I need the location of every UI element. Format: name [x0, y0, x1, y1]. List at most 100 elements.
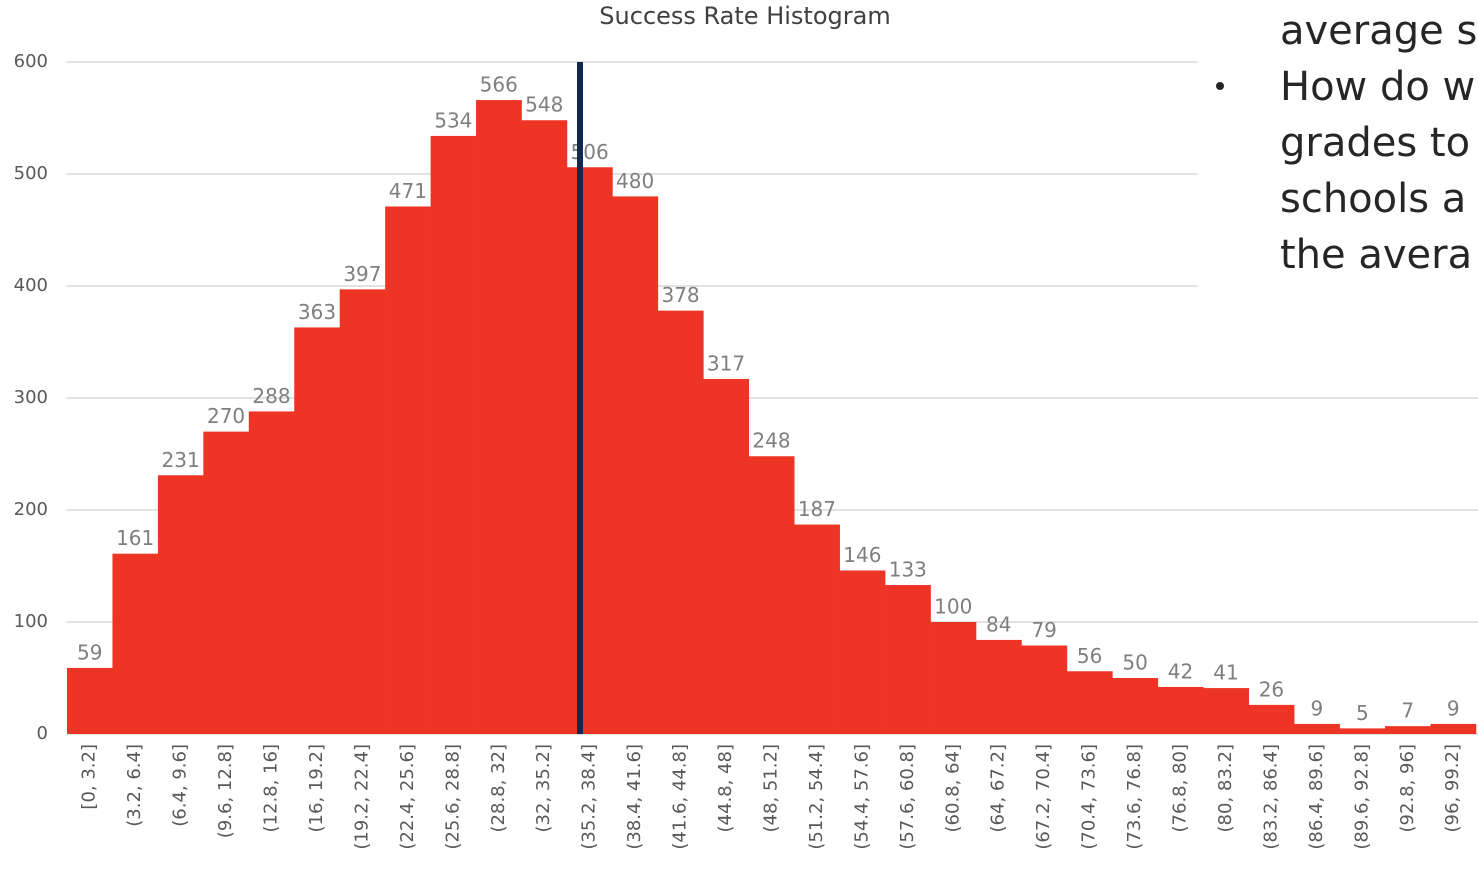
bar [703, 378, 750, 734]
bars: 59[0, 3.2]161(3.2, 6.4]231(6.4, 9.6]270(… [67, 73, 1477, 850]
data-label: 84 [986, 612, 1011, 636]
data-label: 42 [1168, 659, 1193, 683]
side-line: schools a [1280, 176, 1466, 222]
data-label: 471 [389, 179, 427, 203]
bar [566, 167, 613, 734]
bar [885, 585, 931, 734]
data-label: 5 [1356, 701, 1369, 725]
bar [521, 120, 568, 735]
data-label: 133 [889, 558, 927, 582]
side-line: the avera [1280, 232, 1472, 278]
bar [157, 475, 204, 734]
x-tick-label: (9.6, 12.8] [215, 744, 236, 838]
text-box [1197, 0, 1478, 300]
data-label: 270 [207, 404, 245, 428]
data-label: 50 [1122, 651, 1147, 675]
y-tick-label: 100 [14, 611, 48, 632]
chart-title: Success Rate Histogram [599, 2, 890, 30]
bar [1157, 686, 1204, 734]
bar [339, 289, 386, 734]
bar [930, 622, 977, 734]
data-label: 317 [707, 351, 745, 375]
x-tick-label: [0, 3.2] [79, 744, 100, 810]
data-label: 100 [934, 595, 972, 619]
bar [839, 570, 886, 734]
data-label: 9 [1447, 696, 1460, 720]
bar [1248, 704, 1295, 734]
bar [294, 327, 340, 734]
bar [112, 553, 159, 734]
data-label: 161 [116, 526, 154, 550]
data-label: 56 [1077, 644, 1102, 668]
bar [612, 196, 659, 734]
x-tick-label: (57.6, 60.8] [897, 744, 918, 850]
data-label: 288 [252, 384, 290, 408]
bar [1294, 723, 1340, 734]
x-tick-label: (28.8, 32] [488, 744, 509, 832]
data-label: 7 [1401, 699, 1414, 723]
x-tick-label: (54.4, 57.6] [851, 744, 872, 850]
x-tick-label: (41.6, 44.8] [670, 744, 691, 850]
data-label: 26 [1259, 677, 1284, 701]
data-label: 41 [1213, 661, 1238, 685]
side-line: grades to [1280, 120, 1470, 166]
y-tick-label: 200 [14, 499, 48, 520]
data-label: 79 [1031, 618, 1056, 642]
x-tick-label: (12.8, 16] [261, 744, 282, 832]
x-tick-label: (96, 99.2] [1442, 744, 1463, 832]
side-line: How do w [1280, 64, 1475, 110]
x-tick-label: (35.2, 38.4] [579, 744, 600, 850]
bar [657, 310, 704, 734]
x-tick-label: (25.6, 28.8] [442, 744, 463, 850]
bar [203, 431, 250, 734]
x-tick-label: (86.4, 89.6] [1306, 744, 1327, 850]
x-tick-label: (89.6, 92.8] [1351, 744, 1372, 850]
x-tick-label: (6.4, 9.6] [170, 744, 191, 827]
bar [476, 100, 522, 734]
x-tick-label: (51.2, 54.4] [806, 744, 827, 850]
y-tick-label: 500 [14, 163, 48, 184]
data-label: 534 [434, 108, 472, 132]
x-tick-label: (16, 19.2] [306, 744, 327, 832]
x-tick-label: (73.6, 76.8] [1124, 744, 1145, 850]
data-label: 566 [480, 73, 518, 97]
data-label: 231 [162, 448, 200, 472]
data-label: 59 [77, 640, 102, 664]
bar [385, 206, 431, 735]
data-label: 187 [798, 497, 836, 521]
data-label: 9 [1311, 696, 1324, 720]
x-tick-label: (67.2, 70.4] [1033, 744, 1054, 850]
x-tick-label: (70.4, 73.6] [1079, 744, 1100, 850]
x-tick-label: (3.2, 6.4] [124, 744, 145, 827]
data-label: 548 [525, 93, 563, 117]
x-tick-label: (44.8, 48] [715, 744, 736, 832]
x-tick-label: (19.2, 22.4] [351, 744, 372, 850]
bar [1203, 688, 1249, 734]
bar [1066, 671, 1113, 734]
x-tick-label: (38.4, 41.6] [624, 744, 645, 850]
side-text: average s How do w grades to schools a the a… [1216, 8, 1477, 278]
data-label: 397 [343, 262, 381, 286]
bullet [1216, 82, 1224, 90]
bar [248, 411, 295, 734]
x-tick-label: (48, 51.2] [760, 744, 781, 832]
x-tick-label: (60.8, 64] [942, 744, 963, 832]
data-label: 146 [843, 543, 881, 567]
bar [794, 524, 840, 734]
x-tick-label: (80, 83.2] [1215, 744, 1236, 832]
x-tick-label: (92.8, 96] [1397, 744, 1418, 832]
data-label: 378 [661, 283, 699, 307]
data-label: 506 [571, 140, 609, 164]
bar [976, 639, 1022, 734]
x-tick-label: (83.2, 86.4] [1260, 744, 1281, 850]
data-label: 363 [298, 300, 336, 324]
y-tick-label: 400 [14, 275, 48, 296]
x-tick-label: (76.8, 80] [1170, 744, 1191, 832]
bar [67, 667, 113, 734]
data-label: 480 [616, 169, 654, 193]
y-tick-label: 300 [14, 387, 48, 408]
x-tick-label: (32, 35.2] [533, 744, 554, 832]
bar [1385, 726, 1431, 734]
y-tick-label: 600 [14, 51, 48, 72]
